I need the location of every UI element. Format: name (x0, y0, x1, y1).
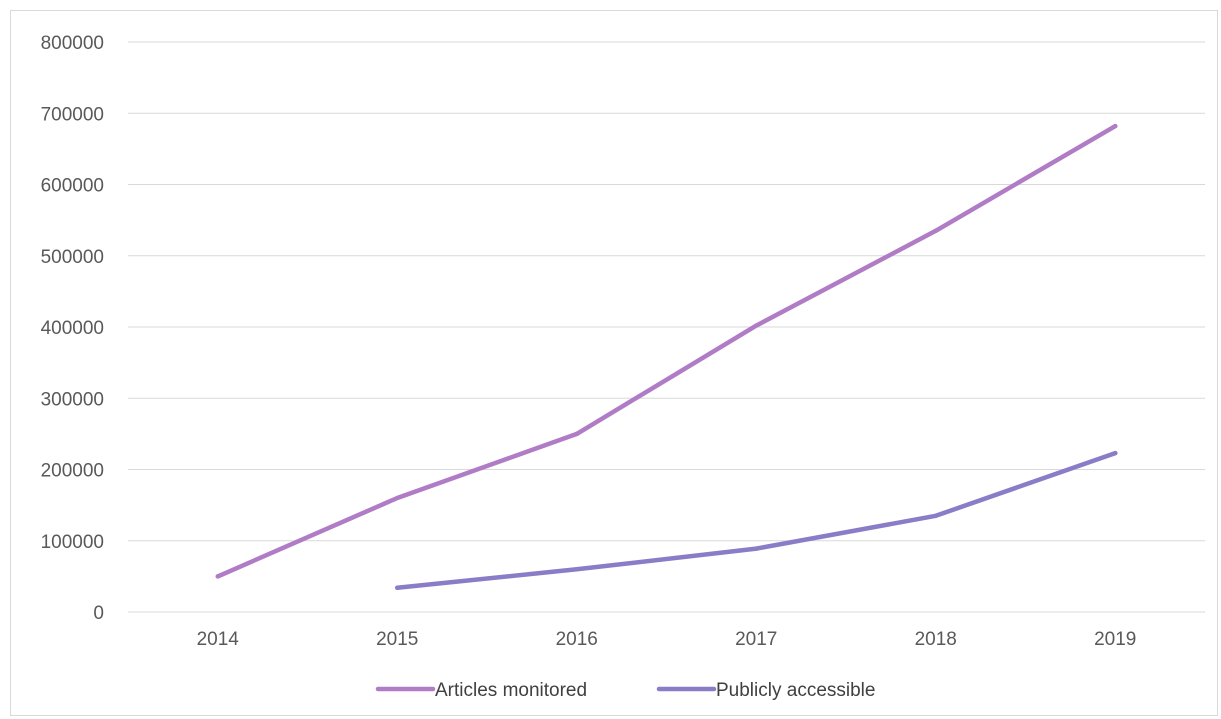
y-tick-label: 500000 (41, 247, 104, 268)
data-point (754, 546, 759, 551)
x-tick-label: 2018 (915, 629, 957, 650)
x-axis-tick-labels: 2014 2015 2016 2017 2018 2019 (197, 629, 1137, 650)
x-tick-label: 2017 (735, 629, 777, 650)
gridlines (128, 41, 1205, 613)
series-line-articles-monitored (215, 123, 1118, 579)
y-tick-label: 700000 (41, 104, 104, 125)
data-point (1113, 123, 1118, 129)
legend: Articles monitored Publicly accessible (375, 680, 875, 701)
legend-label: Articles monitored (435, 680, 587, 701)
x-tick-label: 2015 (376, 629, 418, 650)
legend-label: Publicly accessible (716, 680, 875, 701)
x-tick-label: 2014 (197, 629, 240, 650)
y-tick-label: 100000 (41, 532, 104, 553)
x-tick-label: 2019 (1094, 629, 1136, 650)
y-axis-tick-labels: 0 100000 200000 300000 400000 500000 600000 700… (41, 33, 104, 624)
data-point (395, 495, 400, 501)
data-point (933, 228, 938, 234)
chart-frame (10, 10, 1218, 716)
data-point (574, 431, 579, 437)
data-point (754, 323, 759, 328)
data-point (215, 574, 220, 579)
y-tick-label: 0 (93, 603, 104, 624)
data-point (395, 585, 400, 590)
data-point (1113, 450, 1118, 456)
series-line-publicly-accessible (395, 450, 1118, 591)
y-tick-label: 400000 (41, 318, 104, 339)
y-tick-label: 200000 (41, 461, 104, 482)
data-point (574, 567, 579, 572)
data-point (933, 513, 938, 519)
x-tick-label: 2016 (556, 629, 598, 650)
series-lines (215, 123, 1118, 591)
y-tick-label: 300000 (41, 389, 104, 410)
y-tick-label: 800000 (41, 33, 104, 54)
y-tick-label: 600000 (41, 176, 104, 197)
